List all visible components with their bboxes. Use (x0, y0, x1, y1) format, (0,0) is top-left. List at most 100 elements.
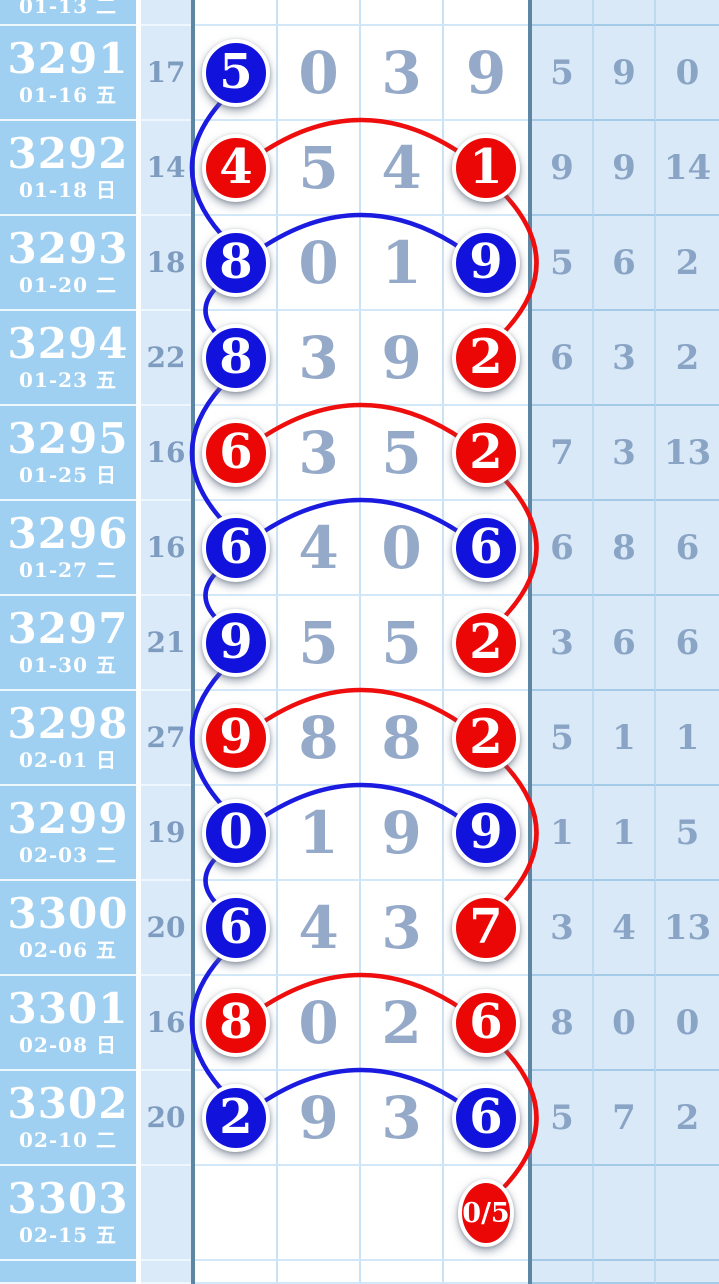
digit-2: 3 (298, 418, 339, 487)
divider-left (191, 881, 195, 976)
column-gap (136, 121, 141, 216)
stat-cell-3: 2 (656, 1071, 719, 1166)
left-value-cell: 27 (141, 691, 191, 786)
stat-cell-1: 3 (532, 596, 594, 691)
stat-cell-3: 0 (656, 976, 719, 1071)
stat-cell-1 (532, 1261, 594, 1284)
stat-3: 2 (675, 337, 700, 378)
stat-cell-2: 3 (594, 406, 656, 501)
draw-row: 3294 01-23 五 22 8 3 9 2 6 3 2 (0, 311, 719, 406)
divider-left (191, 216, 195, 311)
left-value: 27 (146, 721, 186, 754)
divider-right (528, 691, 532, 786)
digit-cell-3: 1 (361, 216, 444, 311)
draw-row: 3291 01-16 五 17 5 0 3 9 5 9 0 (0, 26, 719, 121)
number-ball-red: 9 (202, 704, 270, 772)
issue-cell: 3302 02-10 二 (0, 1071, 136, 1166)
issue-cell: 3296 01-27 二 (0, 501, 136, 596)
issue-number: 3291 (7, 33, 129, 83)
left-value-cell: 16 (141, 501, 191, 596)
stat-cell-2: 9 (594, 26, 656, 121)
digit-cell-2: 9 (278, 1071, 361, 1166)
left-value: 21 (146, 626, 186, 659)
stat-1: 5 (550, 717, 574, 758)
column-gap (136, 311, 141, 406)
draw-date: 01-30 五 (19, 653, 117, 678)
left-value: 17 (146, 56, 186, 89)
stat-2: 1 (612, 717, 636, 758)
left-value-cell: 17 (141, 26, 191, 121)
digit-cell-3: 4 (361, 121, 444, 216)
divider-left (191, 26, 195, 121)
stat-1: 5 (550, 52, 574, 93)
digit-3: 3 (381, 1083, 422, 1152)
number-ball-blue: 6 (202, 894, 270, 962)
digit-3: 5 (381, 418, 422, 487)
divider-left (191, 596, 195, 691)
stat-cell-2: 9 (594, 121, 656, 216)
digit-cell-2 (278, 1261, 361, 1284)
digit-cell-2: 1 (278, 786, 361, 881)
left-value: 14 (146, 151, 186, 184)
divider-left (191, 311, 195, 406)
draw-row: 3301 02-08 日 16 8 0 2 6 8 0 0 (0, 976, 719, 1071)
column-gap (136, 26, 141, 121)
stat-3: 14 (663, 147, 712, 188)
left-value-cell: 21 (141, 596, 191, 691)
digit-cell-3: 3 (361, 26, 444, 121)
stat-cell-2: 1 (594, 786, 656, 881)
number-ball-red: 8 (202, 989, 270, 1057)
draw-row: 3295 01-25 日 16 6 3 5 2 7 3 13 (0, 406, 719, 501)
issue-number: 3300 (7, 888, 129, 938)
stat-2: 3 (612, 337, 636, 378)
draw-row: 3302 02-10 二 20 2 9 3 6 5 7 2 (0, 1071, 719, 1166)
digit-cell-3: 0 (361, 501, 444, 596)
digit-cell-3: 2 (361, 976, 444, 1071)
digit-cell-3: 9 (361, 311, 444, 406)
divider-right (528, 976, 532, 1071)
digit-cell-3: 9 (361, 786, 444, 881)
column-gap (136, 976, 141, 1071)
issue-cell: 01-13 二 (0, 0, 136, 26)
draw-row: 3303 02-15 五 0/5 (0, 1166, 719, 1261)
divider-left (191, 1166, 195, 1261)
number-ball-red: 1 (452, 134, 520, 202)
digit-cell-1 (195, 1166, 278, 1261)
divider-left (191, 786, 195, 881)
column-gap (136, 216, 141, 311)
digit-cell-2: 0 (278, 26, 361, 121)
stat-cell-2: 6 (594, 216, 656, 311)
draw-row: 3298 02-01 日 27 9 8 8 2 5 1 1 (0, 691, 719, 786)
left-value-cell: 16 (141, 406, 191, 501)
divider-right (528, 26, 532, 121)
column-gap (136, 1166, 141, 1261)
number-ball-blue: 9 (452, 799, 520, 867)
stat-3: 6 (675, 527, 700, 568)
draw-row: 3293 01-20 二 18 8 0 1 9 5 6 2 (0, 216, 719, 311)
divider-right (528, 1261, 532, 1284)
stat-2: 1 (612, 812, 636, 853)
draw-date: 02-03 二 (19, 843, 117, 868)
left-value-cell: 19 (141, 786, 191, 881)
stat-2: 6 (612, 242, 636, 283)
digit-cell-3: 5 (361, 406, 444, 501)
stat-3: 0 (675, 1002, 700, 1043)
left-value: 20 (146, 911, 186, 944)
column-gap (136, 1071, 141, 1166)
issue-number: 3297 (7, 603, 129, 653)
issue-number: 3299 (7, 793, 129, 843)
divider-left (191, 501, 195, 596)
draw-date: 02-15 五 (19, 1223, 117, 1248)
stat-cell-2 (594, 1166, 656, 1261)
digit-cell-3: 5 (361, 596, 444, 691)
divider-right (528, 596, 532, 691)
partial-row-top: 01-13 二 (0, 0, 719, 26)
digit-2: 0 (298, 228, 339, 297)
stat-cell-1: 1 (532, 786, 594, 881)
column-gap (136, 1261, 141, 1284)
stat-cell-1 (532, 0, 594, 26)
stat-cell-1: 7 (532, 406, 594, 501)
digit-3: 2 (381, 988, 422, 1057)
digit-cell-2: 5 (278, 596, 361, 691)
stat-1: 5 (550, 242, 574, 283)
